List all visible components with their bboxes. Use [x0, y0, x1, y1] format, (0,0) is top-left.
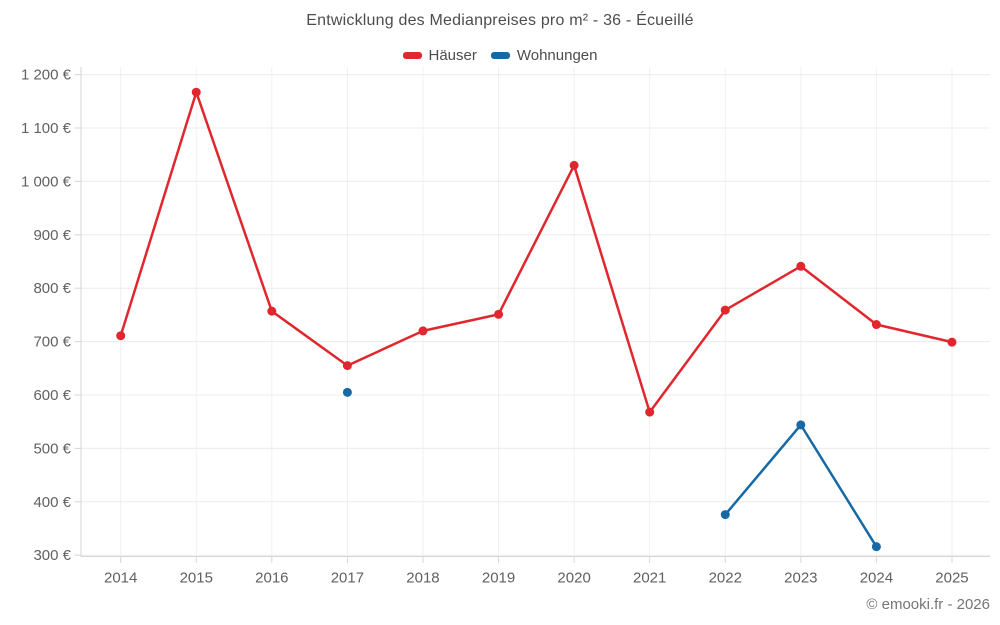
x-axis-tick-label: 2023 [784, 570, 817, 587]
y-axis-tick-label: 700 € [33, 334, 71, 351]
h-user-data-point-2024[interactable] [871, 320, 881, 330]
wohnungen-data-point-2022[interactable] [720, 510, 730, 520]
legend-label-hauser: Häuser [428, 47, 477, 64]
x-axis-tick-label: 2020 [557, 570, 590, 587]
h-user-data-point-2018[interactable] [418, 326, 428, 336]
legend-item-hauser[interactable]: Häuser [402, 47, 477, 64]
y-axis-tick-label: 800 € [33, 280, 71, 297]
h-user-data-point-2023[interactable] [796, 261, 806, 271]
legend-item-wohnungen[interactable]: Wohnungen [490, 47, 598, 64]
wohnungen-data-point-2024[interactable] [871, 542, 881, 552]
h-user-data-point-2022[interactable] [720, 305, 730, 315]
x-axis-tick-label: 2022 [709, 570, 742, 587]
y-axis-tick-label: 300 € [33, 547, 71, 564]
h-user-data-point-2015[interactable] [191, 87, 201, 97]
x-axis-tick-label: 2019 [482, 570, 515, 587]
y-axis-tick-label: 1 100 € [21, 120, 72, 137]
h-user-data-point-2014[interactable] [116, 331, 126, 341]
legend-label-wohnungen: Wohnungen [516, 47, 598, 64]
y-axis-tick-label: 1 000 € [21, 173, 72, 190]
h-user-data-point-2016[interactable] [267, 306, 277, 316]
x-axis-tick-label: 2017 [331, 570, 364, 587]
x-axis-tick-label: 2015 [180, 570, 213, 587]
h-user-data-point-2019[interactable] [494, 309, 504, 319]
h-user-data-point-2021[interactable] [645, 407, 655, 417]
y-axis-tick-label: 400 € [33, 494, 71, 511]
h-user-data-point-2020[interactable] [569, 160, 579, 170]
x-axis-tick-label: 2018 [406, 570, 439, 587]
h-user-data-point-2025[interactable] [947, 337, 957, 347]
chart-legend: Häuser Wohnungen [0, 47, 1000, 64]
x-axis-tick-label: 2025 [935, 570, 968, 587]
y-axis-tick-label: 600 € [33, 387, 71, 404]
wohnungen-data-point-2017[interactable] [342, 387, 352, 397]
x-axis-tick-label: 2024 [860, 570, 893, 587]
wohnungen-data-point-2023[interactable] [796, 420, 806, 430]
wohnungen-series-swatch-icon [490, 52, 510, 59]
hauser-series-swatch-icon [402, 52, 422, 59]
h-user-series-line [119, 90, 954, 414]
h-user-data-point-2017[interactable] [342, 361, 352, 371]
chart-title: Entwicklung des Medianpreises pro m² - 3… [306, 12, 694, 29]
attribution-text: © emooki.fr - 2026 [866, 596, 990, 613]
y-axis-tick-label: 900 € [33, 227, 71, 244]
x-axis-tick-label: 2016 [255, 570, 288, 587]
x-axis-tick-label: 2014 [104, 570, 137, 587]
y-axis-tick-label: 500 € [33, 440, 71, 457]
y-axis-tick-label: 1 200 € [21, 67, 72, 84]
x-axis-tick-label: 2021 [633, 570, 666, 587]
